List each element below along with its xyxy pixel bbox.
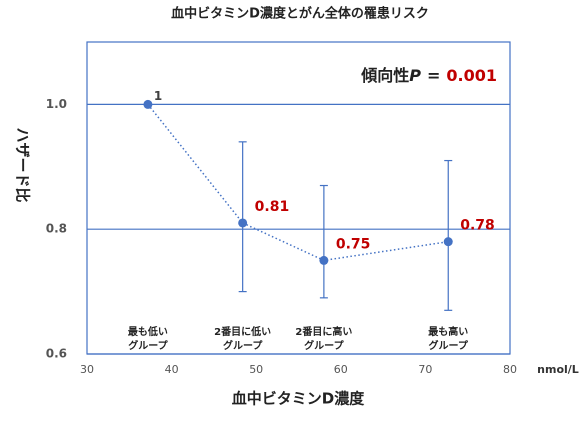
annotation-prefix: 傾向性 [360, 66, 409, 85]
x-tick-label: 30 [80, 363, 94, 376]
trend-line [147, 103, 449, 262]
annotation-value: 0.001 [446, 66, 497, 85]
category-label: グループ [429, 339, 469, 352]
point [319, 255, 329, 265]
value-label: 0.78 [460, 218, 495, 234]
category-label: グループ [223, 339, 263, 352]
value-label: 0.75 [336, 236, 371, 252]
category-label: 2番目に低い [214, 325, 271, 338]
x-tick-label: 50 [249, 363, 263, 376]
chart-title: 血中ビタミンD濃度とがん全体の罹患リスク [171, 6, 429, 22]
x-tick-label: 60 [334, 363, 348, 376]
x-tick-label: 40 [165, 363, 179, 376]
category-label: グループ [128, 339, 168, 352]
x-tick-label: 70 [418, 363, 432, 376]
category-label: 最も低い [128, 325, 168, 338]
y-tick-label: 0.8 [46, 222, 67, 236]
category-label: 最も高い [428, 325, 468, 338]
point [238, 218, 248, 228]
y-tick-label: 0.6 [46, 347, 67, 361]
trend-annotation: 傾向性P = 0.001 [360, 66, 497, 85]
plot-frame [86, 41, 511, 355]
x-tick-label: 80 [503, 363, 517, 376]
y-axis-label: ハザード比 [14, 127, 32, 202]
point [143, 99, 153, 109]
value-label: 1 [154, 89, 162, 103]
value-label: 0.81 [255, 199, 290, 215]
x-unit: nmol/L [537, 363, 579, 376]
annotation-symbol: P [409, 66, 421, 85]
point [443, 237, 453, 247]
annotation-equals: = [427, 66, 440, 85]
category-label: グループ [304, 339, 344, 352]
x-axis-label: 血中ビタミンD濃度 [232, 390, 365, 408]
category-label: 2番目に高い [295, 325, 352, 338]
y-tick-label: 1.0 [46, 97, 67, 111]
